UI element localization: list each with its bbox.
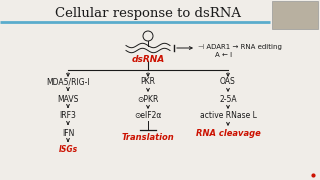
Text: ⊙PKR: ⊙PKR — [137, 94, 159, 103]
Text: PKR: PKR — [140, 78, 156, 87]
Text: Cellular response to dsRNA: Cellular response to dsRNA — [55, 6, 241, 19]
Text: A ← I: A ← I — [215, 52, 232, 58]
FancyBboxPatch shape — [272, 1, 318, 29]
Text: IRF3: IRF3 — [60, 111, 76, 120]
Text: 2-5A: 2-5A — [219, 94, 237, 103]
Text: ⊣ ADAR1 → RNA editing: ⊣ ADAR1 → RNA editing — [198, 44, 282, 50]
Text: active RNase L: active RNase L — [200, 111, 256, 120]
Text: MAVS: MAVS — [57, 94, 79, 103]
Text: Translation: Translation — [122, 132, 174, 141]
Text: RNA cleavage: RNA cleavage — [196, 129, 260, 138]
Text: MDA5/RIG-I: MDA5/RIG-I — [46, 78, 90, 87]
Text: OAS: OAS — [220, 78, 236, 87]
Text: ISGs: ISGs — [59, 145, 77, 154]
Text: dsRNA: dsRNA — [132, 55, 164, 64]
Text: ⊙eIF2α: ⊙eIF2α — [134, 111, 162, 120]
Text: IFN: IFN — [62, 129, 74, 138]
